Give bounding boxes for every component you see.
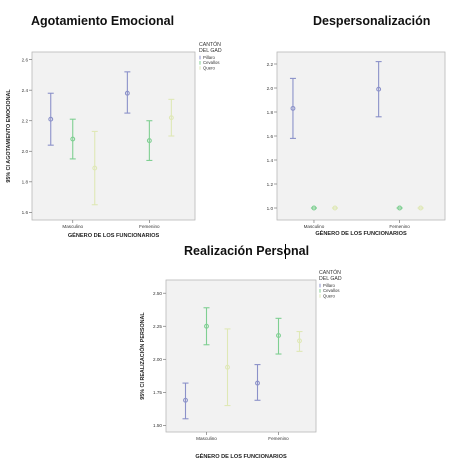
x-axis-title: GÉNERO DE LOS FUNCIONARIOS (68, 231, 160, 239)
mean-point (146, 138, 152, 144)
y-tick-label: 2.00 (153, 357, 162, 362)
chart-agotamiento-emocional: 1.6 1.8 2.0 2.2 2.4 2.6 Masculino Femenino GÉNER… (6, 41, 222, 239)
mean-point (70, 136, 76, 142)
y-tick-label: 2.2 (267, 62, 274, 67)
y-tick-label: 1.0 (267, 206, 274, 211)
chart-title-agotamiento: Agotamiento Emocional (31, 14, 175, 28)
y-tick-label: 1.6 (22, 210, 29, 215)
legend-entry: Quero (323, 293, 336, 298)
y-tick-label: 1.4 (267, 158, 274, 163)
chart-realizacion-personal: 1.50 1.75 2.00 2.25 2.50 Masculino Femenino GÉN… (138, 269, 342, 460)
x-axis-title: GÉNERO DE LOS FUNCIONARIOS (195, 452, 287, 460)
x-tick-label: Masculino (196, 436, 217, 441)
mean-point (204, 323, 209, 329)
x-tick-label: Femenino (268, 436, 289, 441)
x-tick-label: Masculino (304, 224, 325, 229)
legend-title: CANTÓN (319, 269, 341, 276)
mean-point (168, 115, 174, 121)
y-tick-label: 2.0 (267, 86, 274, 91)
legend-entry: Cevallos (323, 288, 339, 293)
legend-title: DEL GAD (319, 276, 342, 282)
legend-entry: Pillaro (203, 55, 216, 60)
y-tick-label: 2.2 (22, 119, 29, 124)
legend-title: DEL GAD (199, 48, 222, 54)
y-tick-label: 2.0 (22, 149, 29, 154)
mean-point (255, 380, 260, 386)
y-tick-label: 2.25 (153, 324, 162, 329)
mean-point (418, 205, 424, 211)
plot-area (31, 51, 196, 221)
legend-entry: Pillaro (323, 283, 336, 288)
mean-point (183, 397, 188, 403)
mean-point (376, 86, 382, 92)
mean-point (225, 364, 230, 370)
plot-area (276, 51, 446, 221)
mean-point (92, 165, 98, 171)
mean-point (124, 90, 130, 96)
mean-point (332, 205, 338, 211)
legend-entry: Quero (203, 65, 216, 70)
legend-title: CANTÓN (199, 41, 221, 48)
x-tick-label: Femenino (389, 224, 410, 229)
y-axis-title: 95% CI REALIZACIÓN PERSONAL (138, 312, 146, 400)
y-axis-title: 95% CI AGOTAMIENTO EMOCIONAL (6, 89, 12, 183)
legend-entry: Cevallos (203, 60, 219, 65)
y-tick-label: 2.50 (153, 291, 162, 296)
chart-title-realizacion: Realización Personal (184, 244, 310, 258)
y-axis-title: 95% CI DESPERSONALIZACIÓN (255, 95, 257, 177)
y-tick-label: 1.8 (267, 110, 274, 115)
chart-title-despersonalizacion: Despersonalización (313, 14, 431, 28)
y-tick-label: 2.6 (22, 57, 29, 62)
mean-point (290, 105, 296, 111)
chart-despersonalizacion: 1.0 1.2 1.4 1.6 1.8 2.0 2.2 Masculino FemeninoGÉ… (255, 51, 446, 237)
x-tick-label: Masculino (62, 224, 83, 229)
y-tick-label: 1.50 (153, 423, 162, 428)
y-tick-label: 1.8 (22, 180, 29, 185)
plot-area (165, 279, 317, 433)
x-tick-label: Femenino (139, 224, 160, 229)
mean-point (48, 116, 54, 122)
y-tick-label: 2.4 (22, 88, 29, 93)
mean-point (297, 338, 302, 344)
text-cursor (285, 244, 286, 259)
mean-point (276, 333, 281, 338)
y-tick-label: 1.75 (153, 390, 162, 395)
mean-point (311, 205, 317, 211)
x-axis-title: GÉNERO DE LOS FUNCIONARIOS (315, 229, 407, 237)
mean-point (397, 205, 403, 211)
y-tick-label: 1.6 (267, 134, 274, 139)
y-tick-label: 1.2 (267, 182, 274, 187)
